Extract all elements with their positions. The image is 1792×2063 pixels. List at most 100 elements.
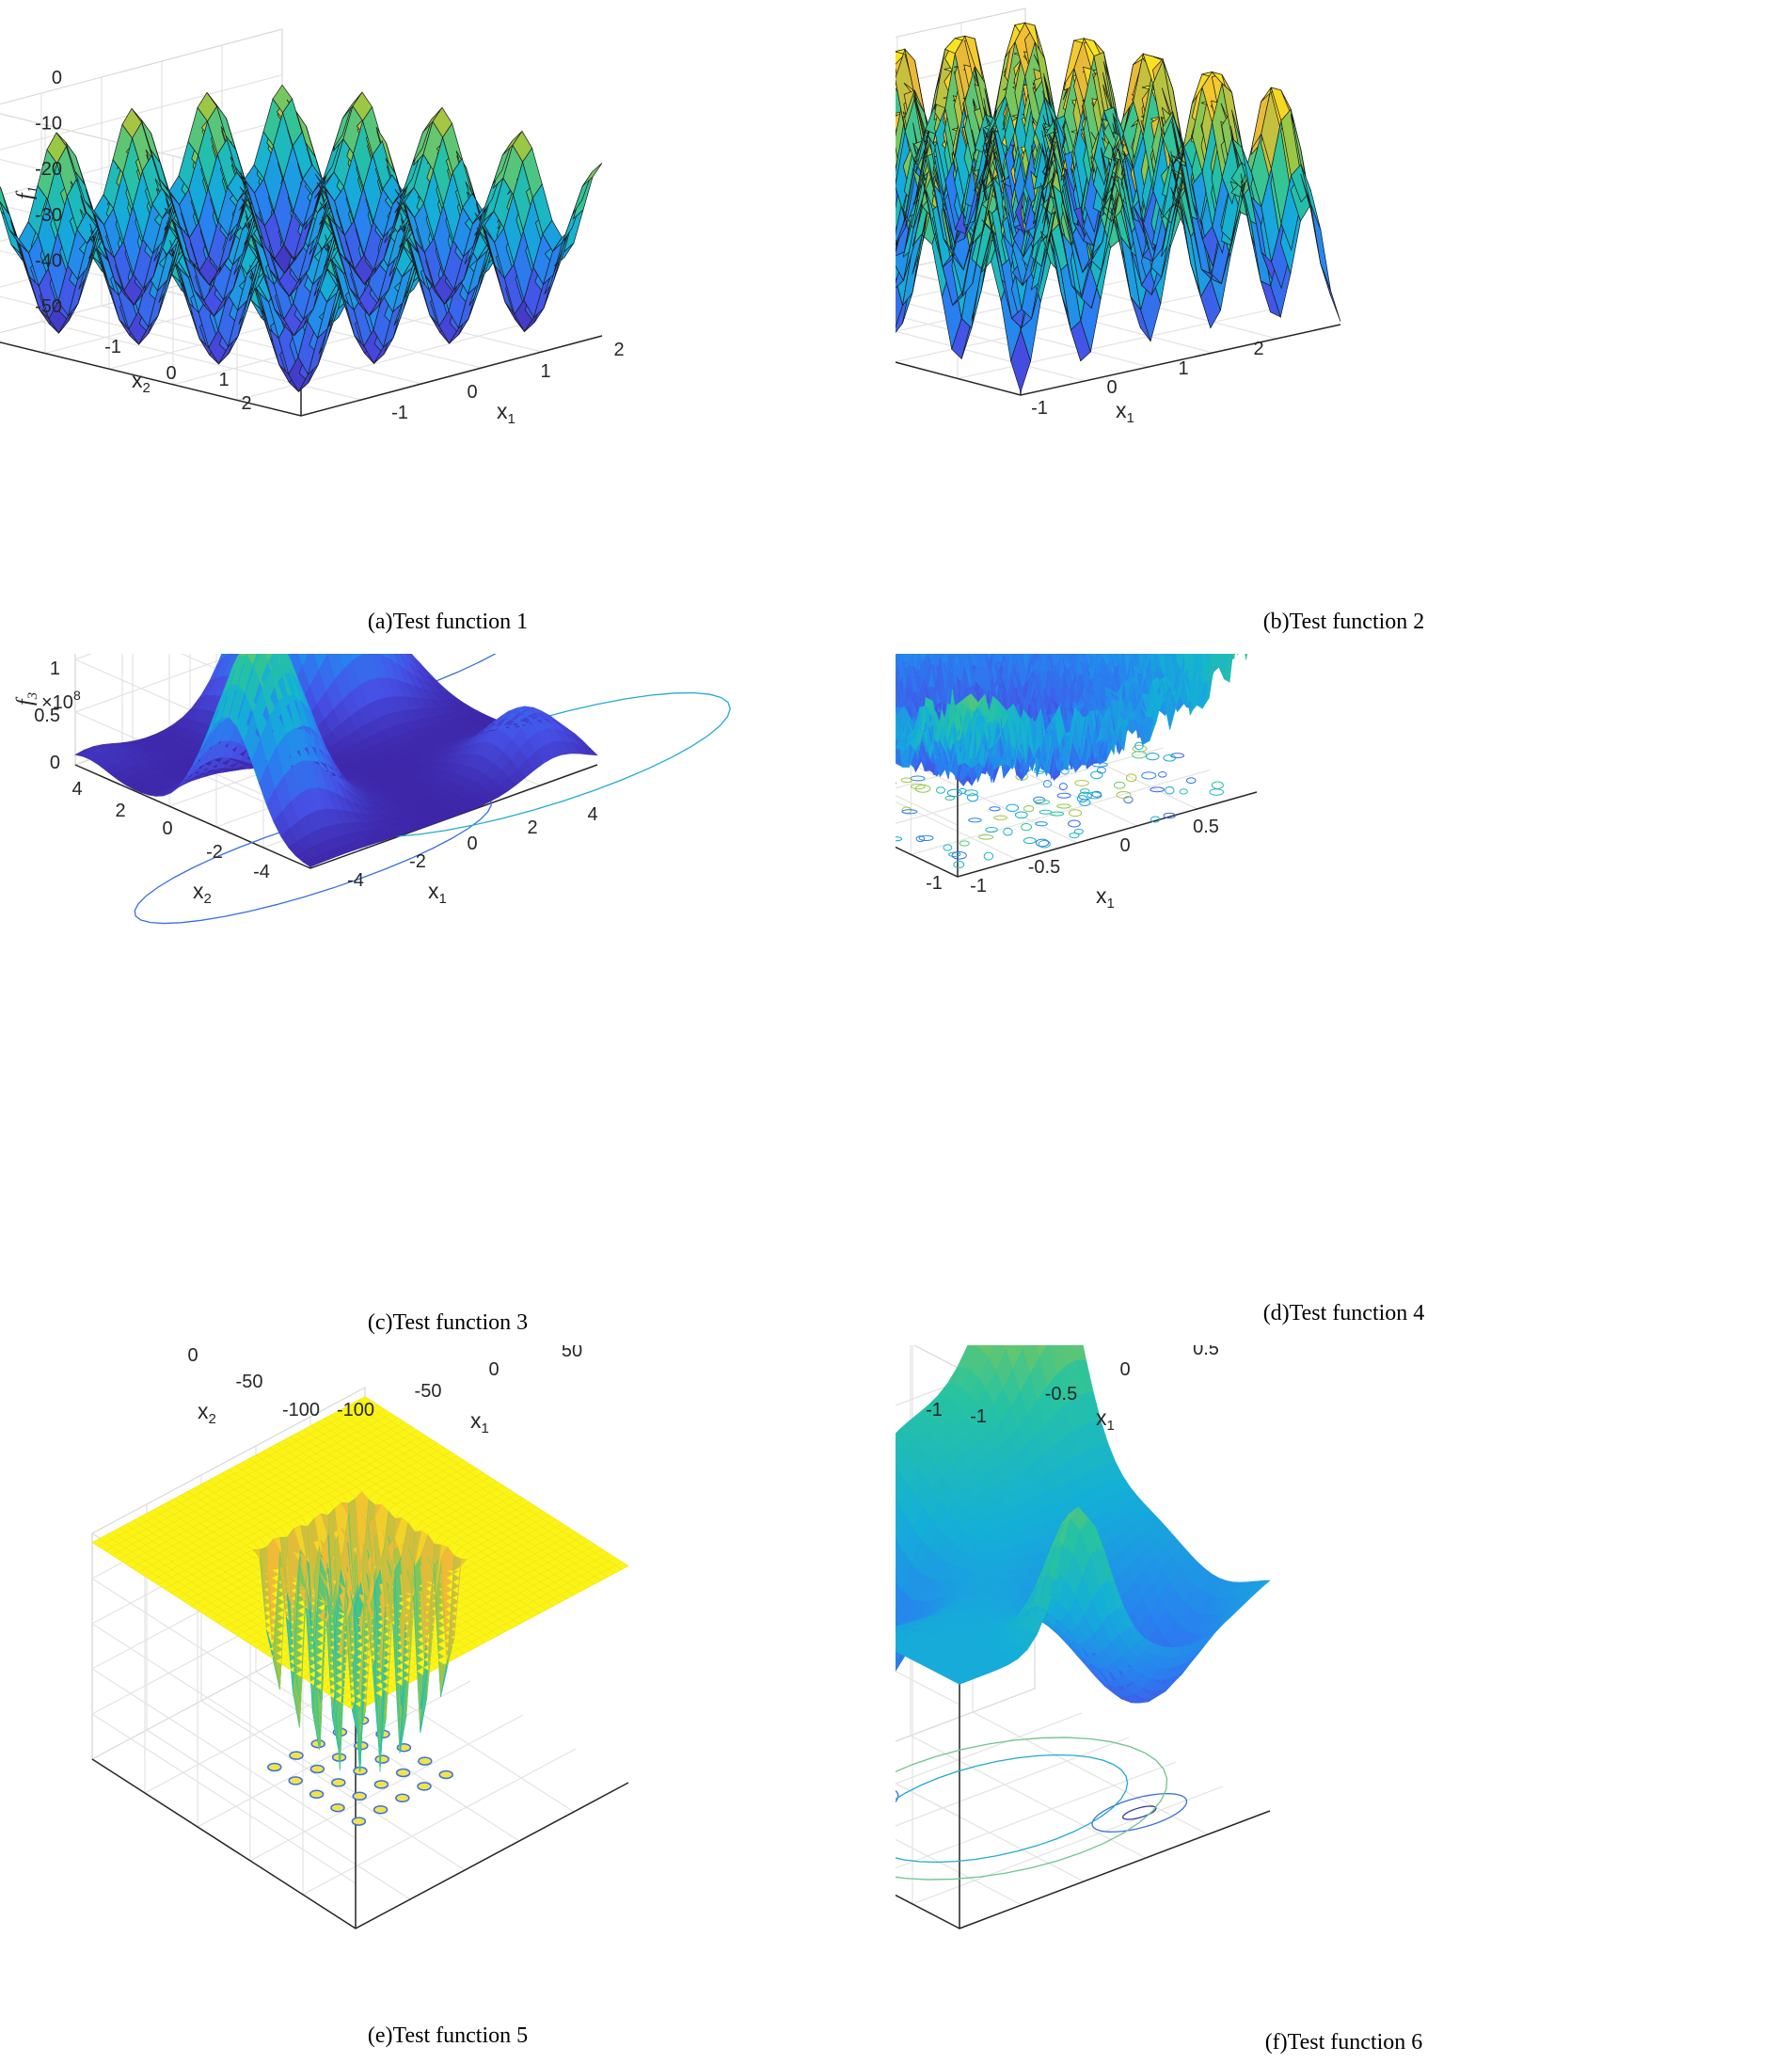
contour-ring (900, 777, 913, 784)
z-tick-label: 1 (50, 659, 60, 679)
contour-ring (1068, 809, 1083, 817)
caption-test-function-3: (c)Test function 3 (367, 1310, 529, 1335)
z-tick-label: -20 (35, 159, 62, 180)
contour-ring (1150, 816, 1161, 823)
grid-line-y (896, 274, 1152, 332)
x-axis-label: x1 (497, 399, 515, 427)
contour-ring (1209, 788, 1225, 796)
x-tick-label: 1 (1178, 358, 1188, 379)
surface-patch (579, 744, 598, 756)
grid-line-y (896, 747, 1164, 825)
y-tick-label: 2 (115, 801, 125, 821)
contour-ring (1145, 752, 1160, 761)
contour-ring (951, 850, 967, 860)
x-tick-label: -1 (1031, 398, 1048, 419)
surface-2 (896, 22, 1341, 393)
surface-patch (1025, 654, 1036, 670)
surface-patch (949, 654, 951, 657)
x-tick-label: 2 (527, 817, 537, 838)
z-tick-label: 0 (52, 68, 62, 88)
contour-ring (1170, 753, 1185, 759)
y-axis-label: x2 (132, 368, 151, 396)
contour-ring (1163, 754, 1177, 762)
surface-plot-4: 3210-1-0.500.50.50-0.5-1x1x2f4 (896, 654, 1258, 912)
contour-ring (1021, 822, 1033, 832)
contour-ring (953, 861, 965, 869)
surface-1 (0, 84, 603, 393)
grid-line-y (896, 291, 1215, 363)
contour-ring (936, 786, 946, 794)
contour-ring (1150, 786, 1165, 793)
z-exponent-label: ×108 (41, 688, 81, 713)
z-tick-label: -30 (35, 205, 62, 226)
y-tick-label: 1 (218, 370, 229, 390)
contour-ring (1042, 780, 1052, 788)
z-axis-label: f3 (13, 692, 40, 706)
surface-patch (922, 654, 928, 662)
contour-ring (1096, 767, 1106, 774)
contour-ring (943, 844, 953, 851)
contour-ring (915, 835, 926, 843)
contour-ring (1023, 837, 1037, 845)
panel-test-function-1: 0 -10 -20 -30 -40 -50 -1 0 1 2 2 1 0 -1 x1 x2 f1 (a)Test… (0, 0, 896, 654)
grid-line-z (73, 654, 311, 817)
contour-ring (1050, 811, 1065, 817)
x-tick-label: -2 (409, 851, 426, 872)
contour-ring (1163, 812, 1176, 819)
contour-ring (983, 851, 994, 861)
contour-ring (918, 834, 934, 842)
z-axis-label: f1 (13, 186, 40, 199)
y-tick-label: 4 (71, 779, 82, 800)
contour-ring (1079, 799, 1091, 807)
x-tick-label: 0 (467, 833, 477, 854)
contour-ring (959, 840, 970, 847)
contour-ring (1132, 751, 1147, 759)
surface-patch (1320, 263, 1341, 322)
contour-ring (944, 795, 956, 801)
contour-ring (1035, 821, 1048, 827)
surface-patch (1096, 654, 1103, 664)
grid-line-x (896, 330, 1086, 382)
caption-test-function-1: (a)Test function 1 (367, 610, 529, 634)
contour-ring (1116, 790, 1132, 799)
contour-ring (1125, 773, 1137, 783)
contour-ring (1035, 838, 1050, 848)
grid-line-x (896, 755, 1078, 844)
x-tick-label: -4 (347, 870, 364, 891)
contour-ring (901, 809, 918, 815)
surface-patch (1094, 654, 1096, 658)
z-tick-label: 0.5 (34, 706, 60, 726)
y-tick-label: -4 (253, 862, 270, 882)
y-axis-label: x2 (193, 879, 212, 907)
contour-ring (1014, 811, 1028, 819)
contour-ring (1211, 781, 1224, 789)
z-tick-label: 0 (50, 753, 60, 773)
z-tick-label: -50 (35, 296, 62, 317)
contour-ring (1039, 809, 1053, 815)
contour-ring (1080, 788, 1090, 794)
contour-ring (1034, 799, 1051, 805)
contour-ring (968, 817, 982, 823)
surface-patch (582, 163, 603, 186)
contour-ring (1038, 840, 1051, 849)
contour-ring (1090, 770, 1103, 780)
contour-ring (978, 834, 994, 840)
contour-ring (1003, 827, 1013, 836)
contour-ring (1074, 779, 1089, 786)
surface-4 (896, 654, 1248, 787)
contour-ring (1123, 796, 1134, 804)
contour-ring (1058, 783, 1068, 790)
z-tick-label: -40 (35, 250, 62, 271)
surface-patch (941, 654, 948, 663)
surface-patch (1310, 203, 1331, 291)
contour-ring (896, 836, 903, 842)
contour-ring (989, 806, 1001, 812)
contour-ring (1113, 781, 1126, 789)
